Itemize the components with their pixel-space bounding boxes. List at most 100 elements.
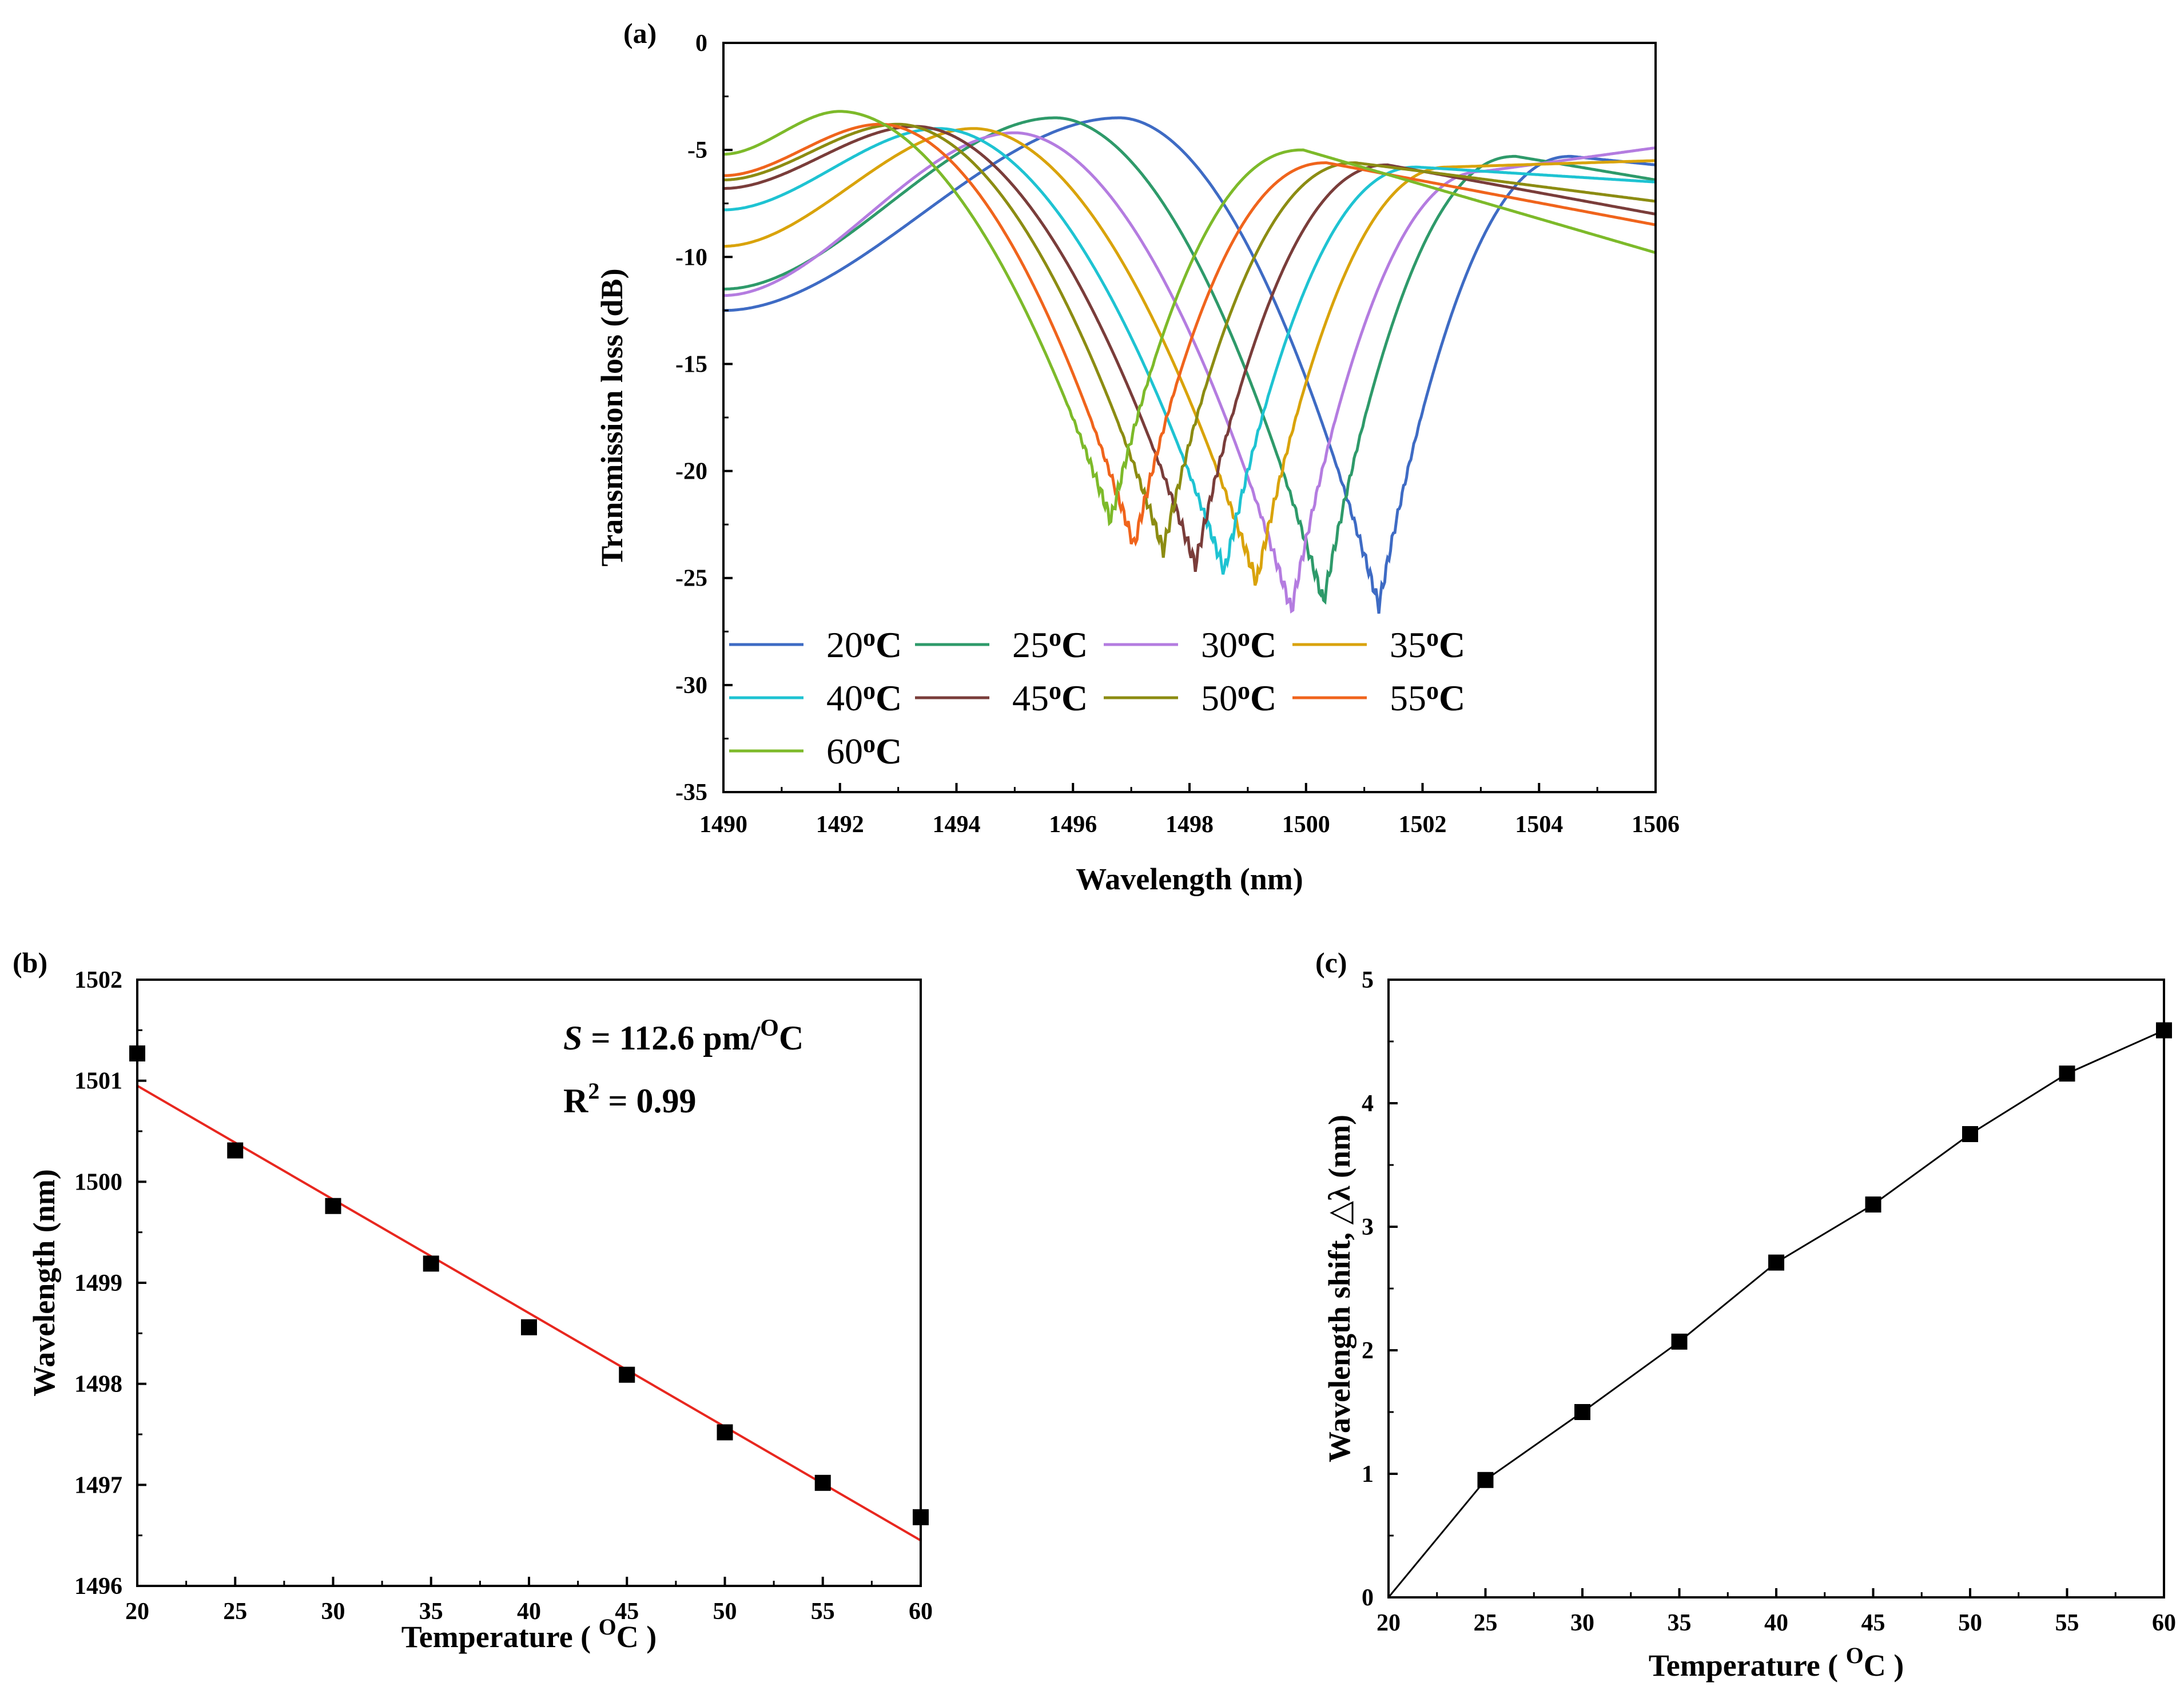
y-tick-label: -10	[675, 244, 707, 271]
y-tick-label: -5	[687, 137, 707, 164]
x-label-text: Temperature (	[1649, 1648, 1846, 1683]
panel-a-x-ticks: 1490 1492 1494 1496 1498 1500 1502 1504 1506	[699, 783, 1680, 838]
y-tick-label: 1496	[74, 1573, 122, 1600]
y-tick-label: 1502	[74, 967, 122, 993]
data-point	[227, 1142, 244, 1159]
series-line-50C	[723, 122, 1656, 558]
data-point	[325, 1198, 341, 1214]
x-tick-label: 50	[713, 1598, 737, 1625]
data-point	[521, 1319, 537, 1335]
panel-a-x-axis-label: Wavelength (nm)	[1076, 862, 1303, 896]
x-tick-label: 45	[1861, 1610, 1885, 1636]
x-tick-label: 20	[1377, 1610, 1401, 1636]
x-tick-label: 1504	[1515, 812, 1563, 838]
data-point	[1768, 1254, 1784, 1271]
panel-a-legend: 20oC 25oC 30oC 35oC 40oC 45oC 50oC 55oC 60oC	[729, 623, 1465, 772]
x-tick-label: 1494	[933, 812, 981, 838]
fit-line	[136, 1084, 922, 1542]
y-tick-label: 1500	[74, 1169, 122, 1195]
series-line-35C	[723, 127, 1656, 586]
y-tick-label: 4	[1362, 1091, 1374, 1117]
panel-b-x-axis-label: Temperature ( OC )	[401, 1614, 657, 1654]
data-point	[1574, 1404, 1590, 1420]
x-tick-label: 25	[1474, 1610, 1498, 1636]
panel-b-r-squared-annotation: R2 = 0.99	[563, 1078, 697, 1120]
x-tick-label: 45	[615, 1598, 639, 1625]
y-tick-label: -25	[675, 566, 707, 592]
x-label-sup: O	[1846, 1643, 1864, 1668]
x-tick-label: 40	[517, 1598, 541, 1625]
legend-entry-20C: 20oC	[826, 623, 902, 665]
series-line-25C	[723, 116, 1656, 605]
x-tick-label: 35	[1668, 1610, 1692, 1636]
x-tick-label: 50	[1958, 1610, 1982, 1636]
y-tick-label: 3	[1362, 1214, 1374, 1240]
slope-value: = 112.6 pm/	[582, 1019, 761, 1057]
x-tick-label: 35	[419, 1598, 443, 1625]
y-tick-label: 1	[1362, 1461, 1374, 1488]
x-tick-label: 1506	[1632, 812, 1680, 838]
panel-a-y-ticks: 0 -5 -10 -15 -20 -25 -30 -35	[675, 30, 733, 806]
legend-entry-30C: 30oC	[1201, 623, 1276, 665]
panel-b-y-axis-label: Wavelength (nm)	[27, 1169, 61, 1397]
x-label-sup: O	[599, 1614, 616, 1640]
y-tick-label: -15	[675, 351, 707, 377]
panel-c-plot-frame	[1387, 979, 2165, 1598]
slope-symbol: S	[563, 1019, 582, 1057]
series-line-40C	[723, 127, 1656, 575]
y-tick-label: 0	[1362, 1585, 1374, 1611]
panel-b-slope-annotation: S = 112.6 pm/OC	[563, 1015, 803, 1057]
r-symbol: R	[563, 1082, 588, 1120]
y-tick-label: 2	[1362, 1338, 1374, 1364]
y-tick-label: 1497	[74, 1472, 122, 1498]
panel-c-x-axis-label: Temperature ( OC )	[1649, 1643, 1904, 1683]
x-tick-label: 30	[1570, 1610, 1594, 1636]
panel-b-y-ticks: 1496 1497 1498 1499 1500 1501 1502	[74, 967, 146, 1600]
panel-c-y-ticks: 0 1 2 3 4 5	[1362, 967, 1398, 1611]
panel-b-marks	[129, 1045, 929, 1542]
series-line-45C	[723, 125, 1656, 572]
x-tick-label: 1490	[699, 812, 747, 838]
data-point	[1477, 1472, 1494, 1488]
y-tick-label: 1501	[74, 1068, 122, 1095]
x-tick-label: 40	[1764, 1610, 1788, 1636]
y-tick-label: 1498	[74, 1371, 122, 1398]
x-label-text: Temperature (	[401, 1620, 599, 1654]
panel-c-x-ticks: 20 25 30 35 40 45 50 55 60	[1377, 1588, 2176, 1636]
x-tick-label: 1492	[816, 812, 864, 838]
series-line-60C	[723, 110, 1656, 527]
x-tick-label: 30	[321, 1598, 345, 1625]
x-label-unit: C )	[616, 1620, 657, 1654]
panel-a-spectra-chart: (a) 1490 1492 1494 1496 1498 1500 1502 1504 1506…	[595, 17, 1680, 896]
legend-entry-25C: 25oC	[1012, 623, 1088, 665]
x-label-unit: C )	[1864, 1648, 1904, 1683]
panel-a-y-axis-label: Transmission loss (dB)	[595, 268, 629, 566]
x-tick-label: 55	[811, 1598, 835, 1625]
x-tick-label: 55	[2055, 1610, 2079, 1636]
data-point	[717, 1424, 733, 1441]
legend-entry-55C: 55oC	[1390, 677, 1465, 718]
data-point	[814, 1474, 831, 1491]
y-tick-label: -20	[675, 459, 707, 485]
panel-a-label: (a)	[623, 17, 657, 49]
legend-entry-60C: 60oC	[826, 730, 902, 772]
x-tick-label: 1500	[1282, 812, 1330, 838]
panel-b-plot-frame	[136, 979, 922, 1587]
data-point	[423, 1255, 439, 1272]
panel-b-wavelength-vs-temperature: (b) 20 25 30 35 40 45 50 55 60 14961497149814991…	[13, 947, 933, 1654]
x-tick-label: 60	[2152, 1610, 2176, 1636]
x-tick-label: 1496	[1049, 812, 1097, 838]
y-tick-label: -35	[675, 780, 707, 806]
panel-a-curves	[723, 110, 1656, 614]
r-value: = 0.99	[599, 1082, 696, 1120]
slope-unit: C	[779, 1019, 803, 1057]
legend-entry-50C: 50oC	[1201, 677, 1276, 718]
y-tick-label: 5	[1362, 967, 1374, 993]
panel-c-y-axis-label: Wavelength shift, △λ (nm)	[1322, 1115, 1356, 1462]
x-tick-label: 25	[223, 1598, 247, 1625]
panel-c-label: (c)	[1315, 947, 1347, 979]
series-line-30C	[723, 131, 1656, 614]
y-tick-label: 0	[695, 30, 707, 57]
